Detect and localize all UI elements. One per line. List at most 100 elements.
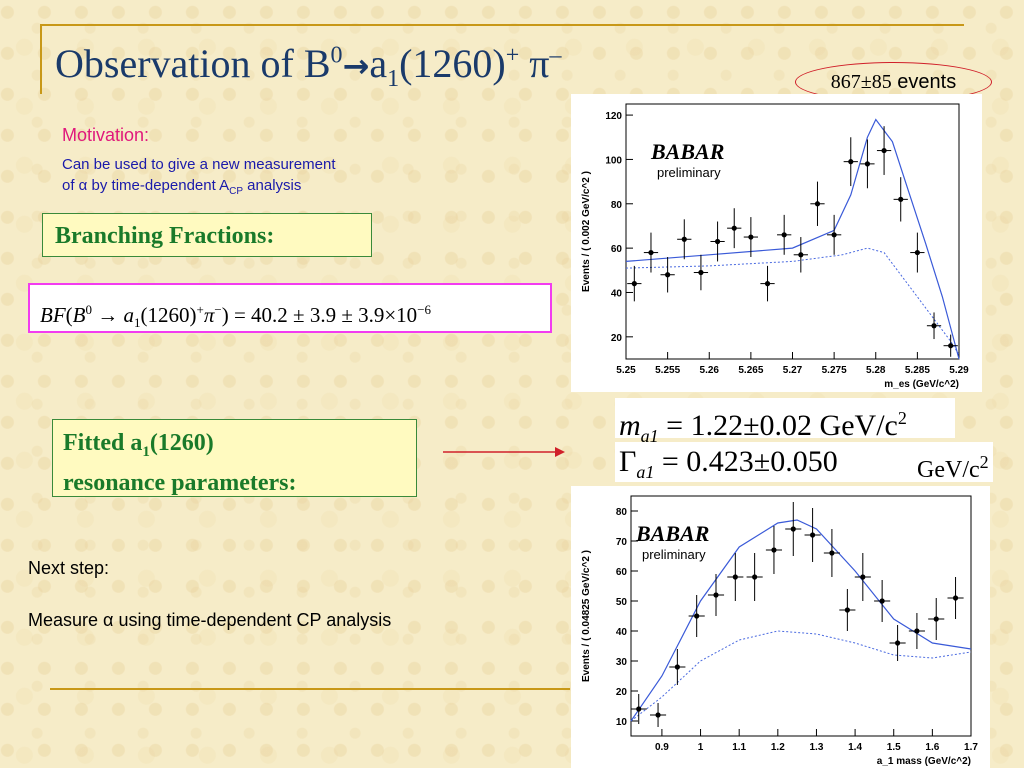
- fit-label-post: (1260): [149, 430, 214, 456]
- motivation-line-2-post: analysis: [243, 177, 302, 194]
- y-tick-label: 100: [605, 155, 622, 166]
- y-tick-label: 10: [616, 717, 628, 728]
- formula-a-sub: 1: [133, 315, 141, 331]
- mass-symbol: m: [619, 409, 641, 442]
- formula-exp: −6: [417, 302, 432, 317]
- background-fit-curve: [630, 630, 972, 722]
- data-point: [748, 234, 754, 240]
- x-axis-label: m_es (GeV/c^2): [884, 379, 959, 390]
- x-tick-label: 5.28: [866, 365, 886, 376]
- data-point: [714, 238, 721, 245]
- title-a-sup: +: [505, 42, 520, 69]
- data-point: [952, 595, 959, 601]
- title-a-sub: 1: [387, 66, 400, 92]
- width-parameter: Γa1 = 0.423±0.050: [615, 442, 913, 482]
- data-point: [674, 664, 680, 670]
- x-tick-label: 5.285: [905, 365, 930, 376]
- y-tick-label: 20: [616, 687, 628, 698]
- x-tick-label: 5.25: [616, 365, 636, 376]
- fit-label-line-1: Fitted a1(1260): [63, 428, 406, 468]
- x-tick-label: 1.5: [887, 742, 901, 753]
- y-tick-label: 40: [616, 627, 628, 638]
- babar-logo: BABAR: [635, 521, 709, 546]
- data-point: [894, 640, 901, 646]
- title-pi-sup: –: [549, 42, 562, 69]
- title-prefix: Observation of B: [55, 41, 331, 86]
- data-point: [732, 574, 738, 580]
- events-number: 867±85: [830, 71, 892, 93]
- data-point: [814, 201, 821, 207]
- width-unit-sup: 2: [979, 452, 989, 472]
- measure-text: Measure α using time-dependent CP analys…: [28, 610, 392, 630]
- mes-distribution-plot: 5.25 5.255 5.26 5.265 5.27 5.275 5.28 5.285 5.29…: [571, 94, 982, 392]
- data-point: [848, 159, 854, 165]
- x-tick-label: 1.6: [925, 742, 939, 753]
- events-word: events: [897, 71, 957, 93]
- data-point: [681, 236, 687, 242]
- data-point: [698, 269, 704, 276]
- y-tick-label: 20: [611, 333, 623, 344]
- width-unit: GeV/c2: [913, 442, 993, 483]
- width-unit-text: GeV/c: [917, 457, 980, 483]
- data-point: [809, 532, 816, 538]
- plot-frame: [630, 495, 972, 737]
- next-step-label: Next step:: [28, 558, 110, 578]
- data-point: [879, 598, 885, 604]
- mass-sub: a1: [640, 426, 659, 446]
- background-fit-curve: [625, 247, 960, 355]
- fit-label-sub: 1: [142, 443, 150, 460]
- x-tick-label: 5.255: [655, 365, 680, 376]
- motivation-line-2-pre: of α by time-dependent A: [62, 177, 230, 194]
- motivation-text: Can be used to give a new measurement of…: [62, 154, 336, 202]
- formula-b-sup: 0: [85, 302, 92, 317]
- x-tick-label: 5.26: [700, 365, 720, 376]
- y-tick-label: 80: [611, 200, 623, 211]
- mass-parameter: ma1 = 1.22±0.02 GeV/c2: [615, 398, 955, 446]
- title-a: a: [369, 41, 388, 86]
- data-point: [655, 712, 661, 718]
- data-point: [694, 613, 700, 619]
- data-point: [864, 161, 871, 167]
- title-pi: π: [529, 41, 550, 86]
- fit-label-line-2: resonance parameters:: [63, 469, 297, 496]
- formula-arrow-icon: →: [97, 303, 119, 327]
- a1-mass-distribution-plot: 0.9 1 1.1 1.2 1.3 1.4 1.5 1.6 1.7 10 20 30 40 50 60 70 8…: [571, 486, 990, 768]
- width-symbol: Γ: [619, 445, 637, 478]
- data-point: [914, 249, 920, 256]
- motivation-line-2-sub: CP: [229, 186, 244, 197]
- data-point: [636, 706, 642, 712]
- x-tick-label: 1.7: [964, 742, 978, 753]
- data-point: [948, 343, 954, 349]
- formula-lhs: BF: [40, 303, 66, 327]
- mass-value: = 1.22±0.02 GeV/c: [658, 409, 898, 442]
- motivation-line-2: of α by time-dependent ACP analysis: [62, 175, 336, 202]
- data-point: [631, 281, 637, 287]
- data-point: [713, 592, 719, 598]
- total-fit-curve: [630, 519, 972, 722]
- data-point: [881, 147, 887, 154]
- x-axis-label: a_1 mass (GeV/c^2): [877, 756, 971, 767]
- y-tick-label: 60: [616, 567, 628, 578]
- formula-mass: (1260): [140, 303, 197, 327]
- x-tick-label: 5.265: [738, 365, 763, 376]
- formula-rhs: ) = 40.2 ± 3.9 ± 3.9×10: [221, 303, 418, 327]
- y-tick-label: 70: [616, 537, 628, 548]
- motivation-line-1: Can be used to give a new measurement: [62, 156, 336, 173]
- x-tick-label: 5.29: [949, 365, 969, 376]
- x-tick-label: 1.1: [732, 742, 746, 753]
- y-tick-label: 120: [605, 111, 622, 122]
- data-point: [790, 526, 796, 532]
- data-point: [933, 616, 939, 622]
- x-tick-label: 5.275: [822, 365, 847, 376]
- y-axis-label: Events / ( 0.002 GeV/c^2 ): [581, 171, 592, 292]
- data-point: [844, 607, 850, 613]
- mass-sup: 2: [897, 408, 907, 428]
- data-point: [931, 323, 937, 329]
- top-rule: [40, 24, 964, 26]
- data-point: [829, 550, 835, 556]
- data-point: [665, 272, 671, 278]
- left-rule: [40, 24, 42, 94]
- preliminary-label: preliminary: [642, 547, 706, 562]
- preliminary-label: preliminary: [657, 165, 721, 180]
- data-point: [831, 232, 837, 238]
